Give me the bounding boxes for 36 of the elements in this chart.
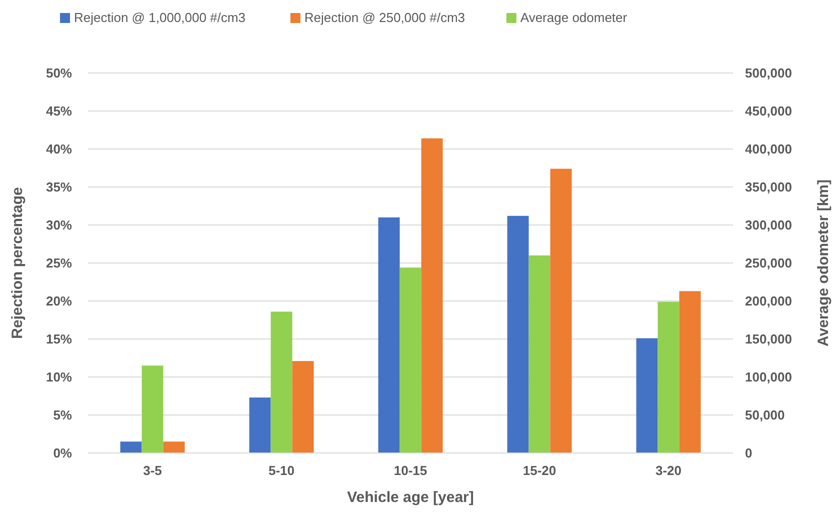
y2-tick-label: 350,000 <box>745 180 792 195</box>
x-tick-label: 5-10 <box>268 463 295 478</box>
x-tick-label: 3-20 <box>655 463 682 478</box>
x-tick-label: 10-15 <box>394 463 428 478</box>
y-tick-label: 50% <box>46 66 72 81</box>
y-tick-label: 40% <box>46 142 72 157</box>
y-tick-label: 20% <box>46 294 72 309</box>
y-axis-title: Rejection percentage <box>9 187 26 339</box>
y2-tick-label: 300,000 <box>745 218 792 233</box>
y2-tick-label: 0 <box>745 446 752 461</box>
legend-label: Average odometer <box>520 10 628 25</box>
y-tick-label: 35% <box>46 180 72 195</box>
legend-label: Rejection @ 1,000,000 #/cm3 <box>74 10 246 25</box>
y2-tick-label: 450,000 <box>745 104 792 119</box>
y2-tick-label: 400,000 <box>745 142 792 157</box>
bar <box>142 366 164 453</box>
y-tick-label: 25% <box>46 256 72 271</box>
bar <box>163 442 185 453</box>
legend-label: Rejection @ 250,000 #/cm3 <box>304 10 466 25</box>
x-axis-title: Vehicle age [year] <box>347 489 474 506</box>
y2-tick-label: 150,000 <box>745 332 792 347</box>
y-tick-label: 45% <box>46 104 72 119</box>
x-tick-label: 3-5 <box>143 463 162 478</box>
y-tick-label: 0% <box>53 446 72 461</box>
y2-tick-label: 100,000 <box>745 370 792 385</box>
bar <box>120 442 142 453</box>
y2-tick-label: 500,000 <box>745 66 792 81</box>
y2-tick-label: 250,000 <box>745 256 792 271</box>
y-tick-label: 10% <box>46 370 72 385</box>
y2-axis-title: Average odometer [km] <box>815 180 832 346</box>
y2-tick-label: 200,000 <box>745 294 792 309</box>
y-tick-label: 15% <box>46 332 72 347</box>
x-tick-label: 15-20 <box>522 463 556 478</box>
y2-tick-label: 50,000 <box>745 408 785 423</box>
y-tick-label: 30% <box>46 218 72 233</box>
y-tick-label: 5% <box>53 408 72 423</box>
